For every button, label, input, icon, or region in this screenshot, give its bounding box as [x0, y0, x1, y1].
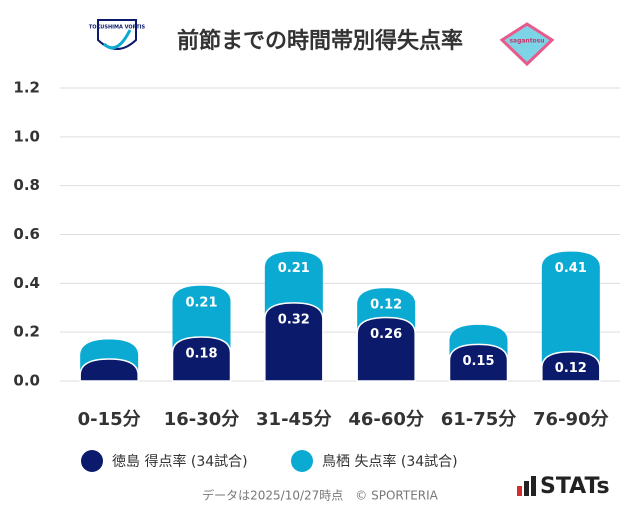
- bar-segment: [172, 285, 231, 354]
- brand-icon: [524, 481, 529, 496]
- bar-segment: [264, 302, 324, 382]
- bar-segment: [448, 343, 509, 382]
- home-logo-text: TOKUSHIMA VORTIS: [89, 25, 146, 31]
- brand-logo: STATs: [517, 474, 610, 499]
- value-label: 0.15: [462, 354, 494, 369]
- brand-icon: [517, 486, 522, 496]
- bar-segment: [356, 316, 416, 382]
- x-tick-label: 16-30分: [164, 409, 240, 430]
- bar-segment: [541, 251, 600, 368]
- y-tick-label: 0.6: [13, 225, 40, 243]
- value-label: 0.12: [555, 361, 587, 376]
- value-label: 0.32: [278, 312, 310, 327]
- home-logo: TOKUSHIMA VORTIS: [89, 19, 146, 50]
- x-tick-label: 61-75分: [441, 409, 517, 430]
- legend-label: 徳島 得点率 (34試合): [112, 453, 248, 470]
- away-crest: [499, 22, 555, 67]
- legend-marker: [291, 450, 313, 472]
- bar-segment: [171, 336, 232, 382]
- brand-icon: [531, 476, 536, 496]
- x-tick-label: 0-15分: [78, 409, 141, 430]
- y-tick-label: 0.8: [13, 176, 40, 194]
- x-tick-label: 31-45分: [256, 409, 332, 430]
- footer: データは2025/10/27時点 © SPORTERIA: [202, 488, 439, 503]
- brand-name: STATs: [540, 474, 610, 499]
- y-tick-label: 0.0: [13, 372, 40, 390]
- y-tick-label: 1.2: [13, 79, 40, 97]
- chart-title: 前節までの時間帯別得失点率: [177, 28, 463, 54]
- value-label: 0.12: [370, 298, 402, 313]
- y-tick-label: 0.2: [13, 323, 40, 341]
- x-tick-label: 76-90分: [533, 409, 609, 430]
- value-label: 0.41: [555, 261, 587, 276]
- y-tick-label: 1.0: [13, 127, 40, 145]
- away-logo-text: sagantosu: [509, 38, 544, 45]
- bar-segment: [79, 358, 139, 382]
- legend-label: 鳥栖 失点率 (34試合): [322, 453, 458, 470]
- x-tick-label: 46-60分: [348, 409, 424, 430]
- home-crest-swoosh: [102, 29, 132, 50]
- value-label: 0.21: [185, 295, 217, 310]
- y-tick-label: 0.4: [13, 274, 40, 292]
- value-label: 0.26: [370, 327, 402, 342]
- value-label: 0.21: [278, 261, 310, 276]
- away-logo: sagantosu: [499, 22, 555, 67]
- bar-segment: [541, 350, 601, 382]
- value-label: 0.18: [185, 347, 217, 362]
- legend-marker: [81, 450, 103, 472]
- home-crest: [97, 19, 137, 50]
- bar-segment: [264, 251, 323, 319]
